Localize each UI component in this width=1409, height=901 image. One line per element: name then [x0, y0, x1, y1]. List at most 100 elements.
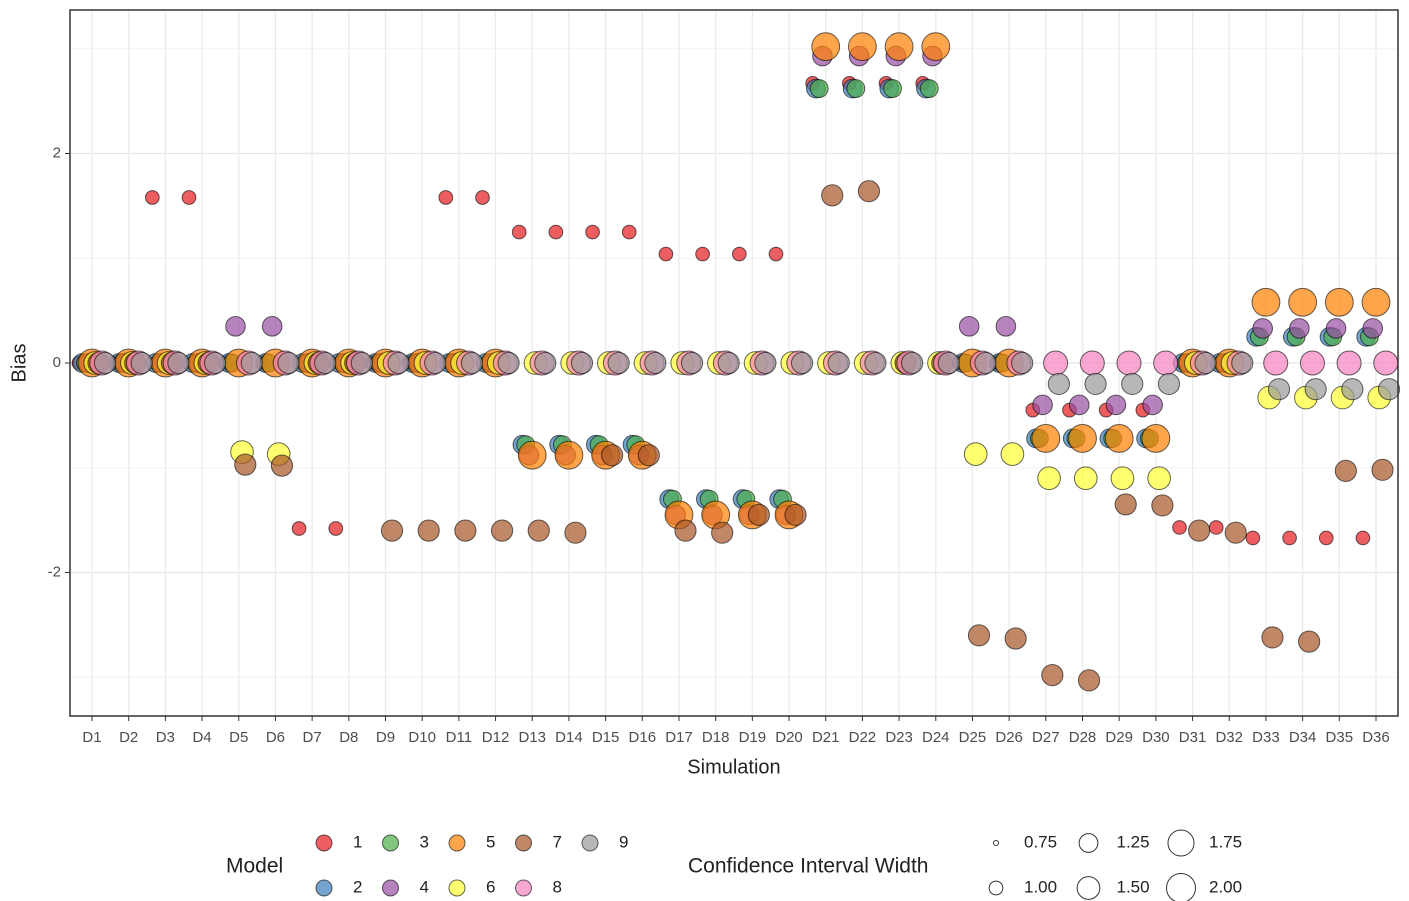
- bubble: [857, 180, 881, 203]
- legend-key: [515, 834, 532, 852]
- bubble: [937, 351, 960, 375]
- bubble: [919, 79, 939, 98]
- bubble: [424, 351, 447, 375]
- legend-label: 7: [553, 832, 562, 851]
- bubble: [1334, 459, 1357, 482]
- x-axis-title: Simulation: [687, 756, 780, 778]
- bubble: [548, 224, 564, 240]
- bubble: [811, 32, 841, 62]
- bubble: [717, 351, 740, 375]
- bubble: [784, 503, 807, 526]
- bubble: [460, 351, 483, 375]
- bubble: [564, 521, 587, 544]
- x-tick-label: D24: [922, 729, 950, 746]
- bubble: [901, 351, 924, 375]
- legend-label: 6: [486, 877, 495, 896]
- bubble: [291, 521, 307, 536]
- bubble: [1114, 493, 1137, 516]
- size-legend-key: [988, 880, 1004, 896]
- legend-key: [448, 879, 466, 897]
- bubble: [1289, 318, 1310, 339]
- x-tick-label: D30: [1142, 729, 1170, 746]
- x-tick-label: D16: [629, 729, 657, 746]
- bubble: [1231, 351, 1254, 375]
- bubble: [1104, 424, 1134, 453]
- bubble: [1245, 530, 1261, 546]
- x-tick-label: D28: [1069, 729, 1097, 746]
- bubble: [680, 351, 704, 375]
- bubble: [1141, 424, 1171, 453]
- bubble: [958, 316, 980, 337]
- bubble: [1142, 394, 1163, 416]
- bubble: [1377, 378, 1401, 401]
- x-tick-label: D10: [408, 729, 436, 746]
- x-tick-label: D34: [1289, 729, 1317, 746]
- bubble: [475, 190, 490, 205]
- y-tick-label: 0: [53, 354, 61, 371]
- x-tick-label: D27: [1032, 729, 1060, 746]
- x-tick-label: D6: [266, 729, 285, 746]
- x-tick-label: D18: [702, 729, 730, 746]
- bubble: [1282, 530, 1297, 546]
- x-tick-label: D21: [812, 729, 840, 746]
- bubble: [621, 224, 637, 240]
- x-tick-label: D1: [82, 729, 101, 746]
- legend-key: [448, 834, 466, 852]
- bubble: [240, 351, 263, 375]
- x-tick-label: D15: [592, 729, 620, 746]
- bubble: [695, 246, 710, 262]
- bubble: [1079, 350, 1105, 376]
- bubble: [731, 246, 747, 262]
- bubble: [1252, 318, 1273, 339]
- bubble: [1362, 318, 1384, 339]
- bubble: [601, 444, 624, 467]
- x-tick-label: D19: [739, 729, 767, 746]
- x-tick-label: D12: [482, 729, 510, 746]
- bubble: [1121, 372, 1144, 396]
- bubble: [1116, 350, 1142, 376]
- bubble: [711, 521, 734, 544]
- legend-label: 3: [420, 832, 429, 851]
- legend-key: [515, 879, 532, 897]
- bubble: [1336, 350, 1362, 376]
- bubble: [1077, 669, 1101, 692]
- bubble: [821, 184, 844, 207]
- bubble: [417, 519, 440, 542]
- bubble: [1037, 466, 1061, 491]
- size-legend-label: 1.75: [1209, 832, 1242, 851]
- legend-label: 4: [420, 877, 429, 896]
- x-tick-label: D29: [1105, 729, 1133, 746]
- bubble: [1147, 466, 1171, 491]
- bubble: [1298, 630, 1321, 653]
- bubble: [1187, 519, 1211, 542]
- bubble: [1068, 424, 1097, 453]
- size-legend-title: Confidence Interval Width: [688, 855, 928, 878]
- legend-key: [382, 879, 399, 897]
- x-tick-label: D11: [446, 729, 472, 746]
- bubble: [277, 351, 300, 375]
- legend-label: 5: [486, 832, 495, 851]
- y-axis-title: Bias: [8, 344, 30, 383]
- size-legend-key: [1167, 829, 1195, 857]
- x-tick-label: D26: [995, 729, 1023, 746]
- bubble: [1325, 318, 1347, 339]
- bubble: [768, 246, 784, 262]
- bubble: [921, 32, 951, 62]
- bubble: [350, 351, 373, 375]
- x-tick-label: D31: [1179, 729, 1207, 746]
- bubble: [270, 454, 294, 477]
- bubble: [747, 503, 770, 526]
- bubble: [181, 190, 197, 205]
- bubble: [1318, 530, 1334, 546]
- bubble: [1373, 350, 1399, 376]
- bubble: [809, 79, 829, 98]
- bubble: [658, 246, 674, 262]
- x-tick-label: D13: [518, 729, 546, 746]
- bubble: [1341, 378, 1364, 401]
- legend-label: 1: [353, 832, 362, 851]
- bubble: [1208, 520, 1224, 535]
- bubble: [1153, 350, 1179, 376]
- legend-title: Model: [226, 855, 283, 878]
- bubble: [1371, 458, 1394, 481]
- size-legend-key: [1166, 873, 1196, 901]
